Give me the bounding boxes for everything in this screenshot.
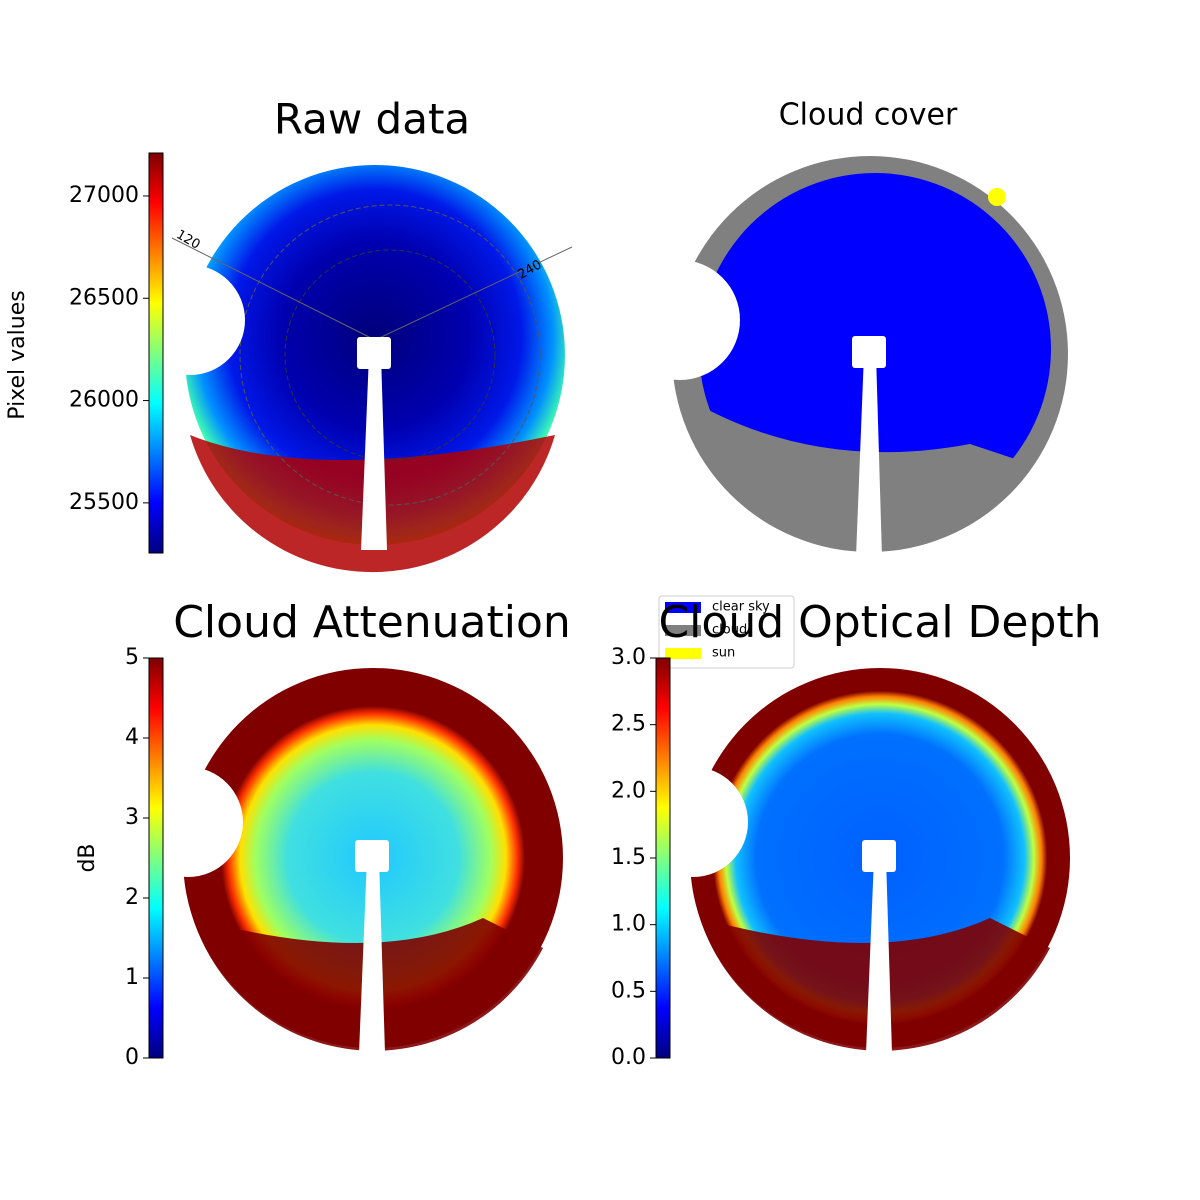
colorbar-tick-label: 3.0 (611, 645, 646, 670)
image-cutout (638, 767, 748, 877)
colorbar-tick-label: 1.0 (611, 912, 646, 937)
panel-title: Cloud cover (779, 98, 958, 133)
camera-mast (856, 354, 882, 557)
cloud-region (680, 394, 1030, 543)
colorbar-tick-label: 1 (125, 965, 139, 990)
camera-mast (359, 858, 385, 1053)
legend-label: clear sky (712, 600, 770, 615)
camera-mast (361, 355, 387, 550)
legend-swatch (665, 602, 701, 613)
panel-title: Cloud Attenuation (173, 597, 571, 648)
camera-housing (355, 840, 389, 872)
colorbar-tick-label: 5 (125, 645, 139, 670)
colorbar-tick-label: 4 (125, 725, 139, 750)
colorbar-tick-label: 26500 (69, 285, 139, 310)
camera-housing (862, 840, 896, 872)
colorbar-tick-label: 25500 (69, 490, 139, 515)
panel-title: Cloud Optical Depth (658, 597, 1101, 648)
panel (620, 156, 1068, 557)
colorbar-tick-label: 0 (125, 1045, 139, 1070)
colorbar-label: dB (75, 843, 100, 872)
legend-label: sun (712, 646, 735, 661)
legend-label: cloud (712, 623, 747, 638)
azimuth-line (374, 246, 573, 341)
colorbar-tick-label: 0.5 (611, 978, 646, 1003)
colorbar-tick-label: 27000 (69, 183, 139, 208)
legend-swatch (665, 648, 701, 659)
colorbar-tick-label: 2.0 (611, 778, 646, 803)
colorbar (148, 657, 164, 1059)
colorbar (655, 657, 671, 1059)
colorbar (148, 152, 164, 554)
colorbar-tick-label: 2 (125, 885, 139, 910)
colorbar-tick-label: 0.0 (611, 1045, 646, 1070)
colorbar-tick-label: 26000 (69, 388, 139, 413)
legend-swatch (665, 625, 701, 636)
camera-mast (866, 858, 892, 1053)
colorbar-label: Pixel values (5, 290, 30, 419)
colorbar-tick-label: 1.5 (611, 845, 646, 870)
sun-marker (988, 188, 1006, 206)
colorbar-tick-label: 2.5 (611, 712, 646, 737)
panel-title: Raw data (274, 95, 470, 144)
azimuth-line (171, 237, 376, 341)
azimuth-label: 120 (173, 227, 202, 252)
panel (638, 668, 1070, 1053)
zenith-ring (239, 204, 541, 506)
panel (133, 668, 563, 1053)
zenith-ring (284, 249, 496, 461)
legend: clear sky cloud sun (658, 595, 795, 669)
image-cutout (620, 260, 740, 380)
camera-housing (852, 336, 886, 368)
colorbar-tick-label: 3 (125, 805, 139, 830)
camera-housing (357, 337, 391, 369)
